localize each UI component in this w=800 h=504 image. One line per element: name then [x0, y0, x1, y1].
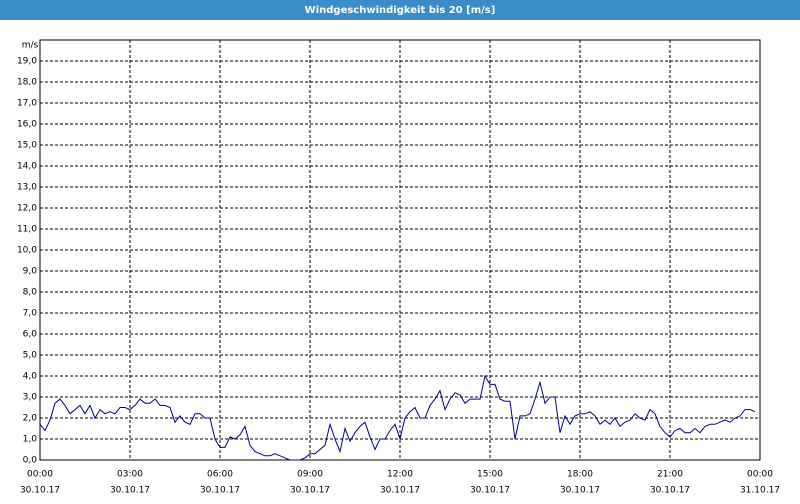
x-tick-label: 09:00: [297, 470, 323, 480]
y-tick-label: 8,0: [23, 288, 38, 298]
x-tick-date: 30.10.17: [200, 486, 240, 496]
x-tick-date: 30.10.17: [110, 486, 150, 496]
title-bar: [0, 0, 800, 20]
y-tick-label: 12,0: [17, 204, 37, 214]
x-tick-date: 30.10.17: [560, 486, 600, 496]
y-tick-label: 15,0: [17, 141, 37, 151]
y-tick-label: 2,0: [23, 414, 38, 424]
y-tick-label: 11,0: [17, 225, 37, 235]
x-tick-label: 00:00: [747, 470, 773, 480]
y-tick-label: 3,0: [23, 393, 38, 403]
y-tick-label: 1,0: [23, 435, 38, 445]
x-tick-date: 30.10.17: [650, 486, 690, 496]
y-axis-label: m/s: [22, 41, 39, 51]
x-tick-label: 03:00: [117, 470, 143, 480]
x-tick-date: 30.10.17: [380, 486, 420, 496]
y-tick-label: 7,0: [23, 309, 38, 319]
y-tick-label: 10,0: [17, 246, 37, 256]
y-tick-label: 5,0: [23, 351, 38, 361]
x-tick-label: 06:00: [207, 470, 233, 480]
y-tick-label: 14,0: [17, 162, 37, 172]
data-line: [39, 374, 756, 461]
x-tick-label: 18:00: [567, 470, 593, 480]
y-tick-label: 4,0: [23, 372, 38, 382]
chart-title: Windgeschwindigkeit bis 20 [m/s]: [305, 5, 496, 16]
x-tick-date: 30.10.17: [20, 486, 60, 496]
x-tick-label: 21:00: [657, 470, 683, 480]
y-tick-label: 16,0: [17, 120, 37, 130]
y-tick-label: 13,0: [17, 183, 37, 193]
y-tick-label: 0,0: [23, 456, 38, 466]
y-tick-label: 17,0: [17, 99, 37, 109]
x-tick-date: 30.10.17: [290, 486, 330, 496]
x-tick-label: 00:00: [27, 470, 53, 480]
x-tick-label: 15:00: [477, 470, 503, 480]
x-tick-date: 30.10.17: [470, 486, 510, 496]
x-tick-date: 31.10.17: [740, 486, 780, 496]
y-tick-label: 6,0: [23, 330, 38, 340]
x-tick-label: 12:00: [387, 470, 413, 480]
y-tick-label: 19,0: [17, 57, 37, 67]
y-tick-label: 18,0: [17, 78, 37, 88]
y-tick-label: 9,0: [23, 267, 38, 277]
